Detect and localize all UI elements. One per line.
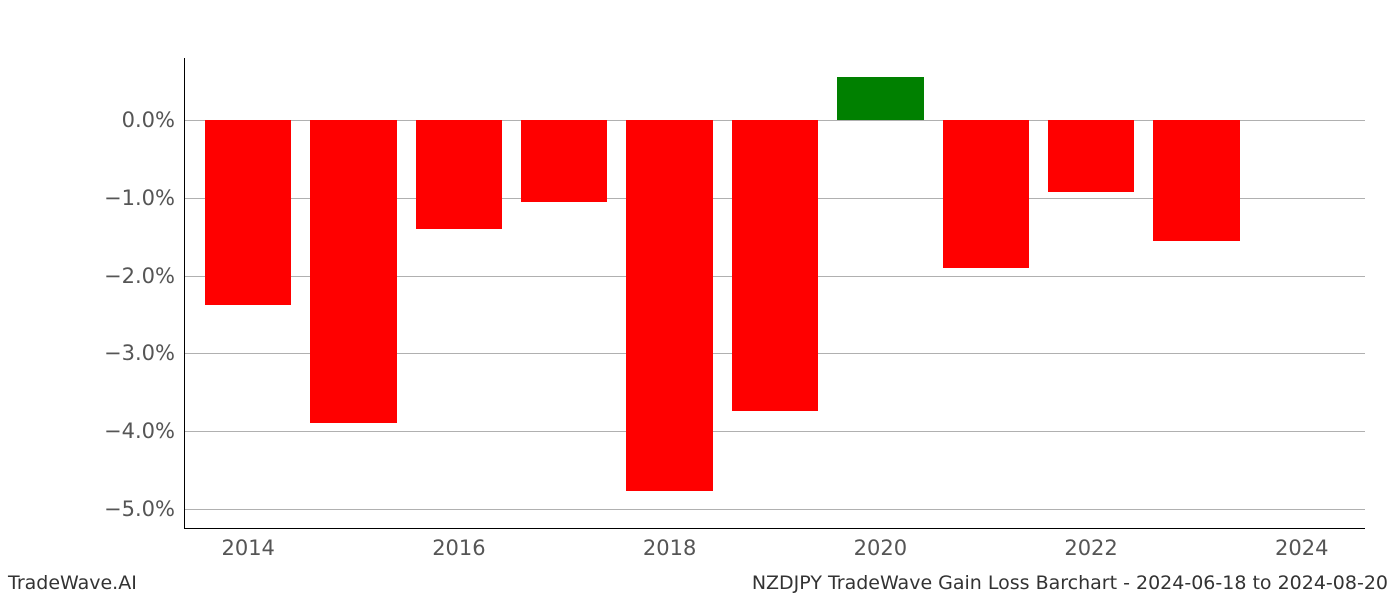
chart-container: −5.0% −4.0% −3.0% −2.0% −1.0% 0.0% 2014 2016 201… [0,0,1400,600]
y-gridline [185,509,1365,510]
bar [1153,120,1239,240]
plot-area: −5.0%−4.0%−3.0%−2.0%−1.0%0.0%20142016201… [184,58,1365,529]
bar [1048,120,1134,192]
y-tick-label: 0.0% [122,108,185,132]
y-tick-label: −4.0% [104,419,185,443]
x-tick-label: 2016 [432,528,485,560]
bar [416,120,502,229]
y-tick-label: −5.0% [104,497,185,521]
x-tick-label: 2018 [643,528,696,560]
bar [943,120,1029,268]
bar [837,77,923,120]
y-tick-label: −2.0% [104,264,185,288]
x-tick-label: 2024 [1275,528,1328,560]
y-gridline [185,431,1365,432]
x-tick-label: 2022 [1064,528,1117,560]
bar [521,120,607,202]
bar [732,120,818,411]
footer-right-text: NZDJPY TradeWave Gain Loss Barchart - 20… [752,572,1388,594]
x-tick-label: 2014 [221,528,274,560]
bar [626,120,712,491]
y-tick-label: −3.0% [104,341,185,365]
footer-left-text: TradeWave.AI [8,572,137,594]
bar [310,120,396,423]
x-tick-label: 2020 [854,528,907,560]
y-tick-label: −1.0% [104,186,185,210]
bar [205,120,291,305]
